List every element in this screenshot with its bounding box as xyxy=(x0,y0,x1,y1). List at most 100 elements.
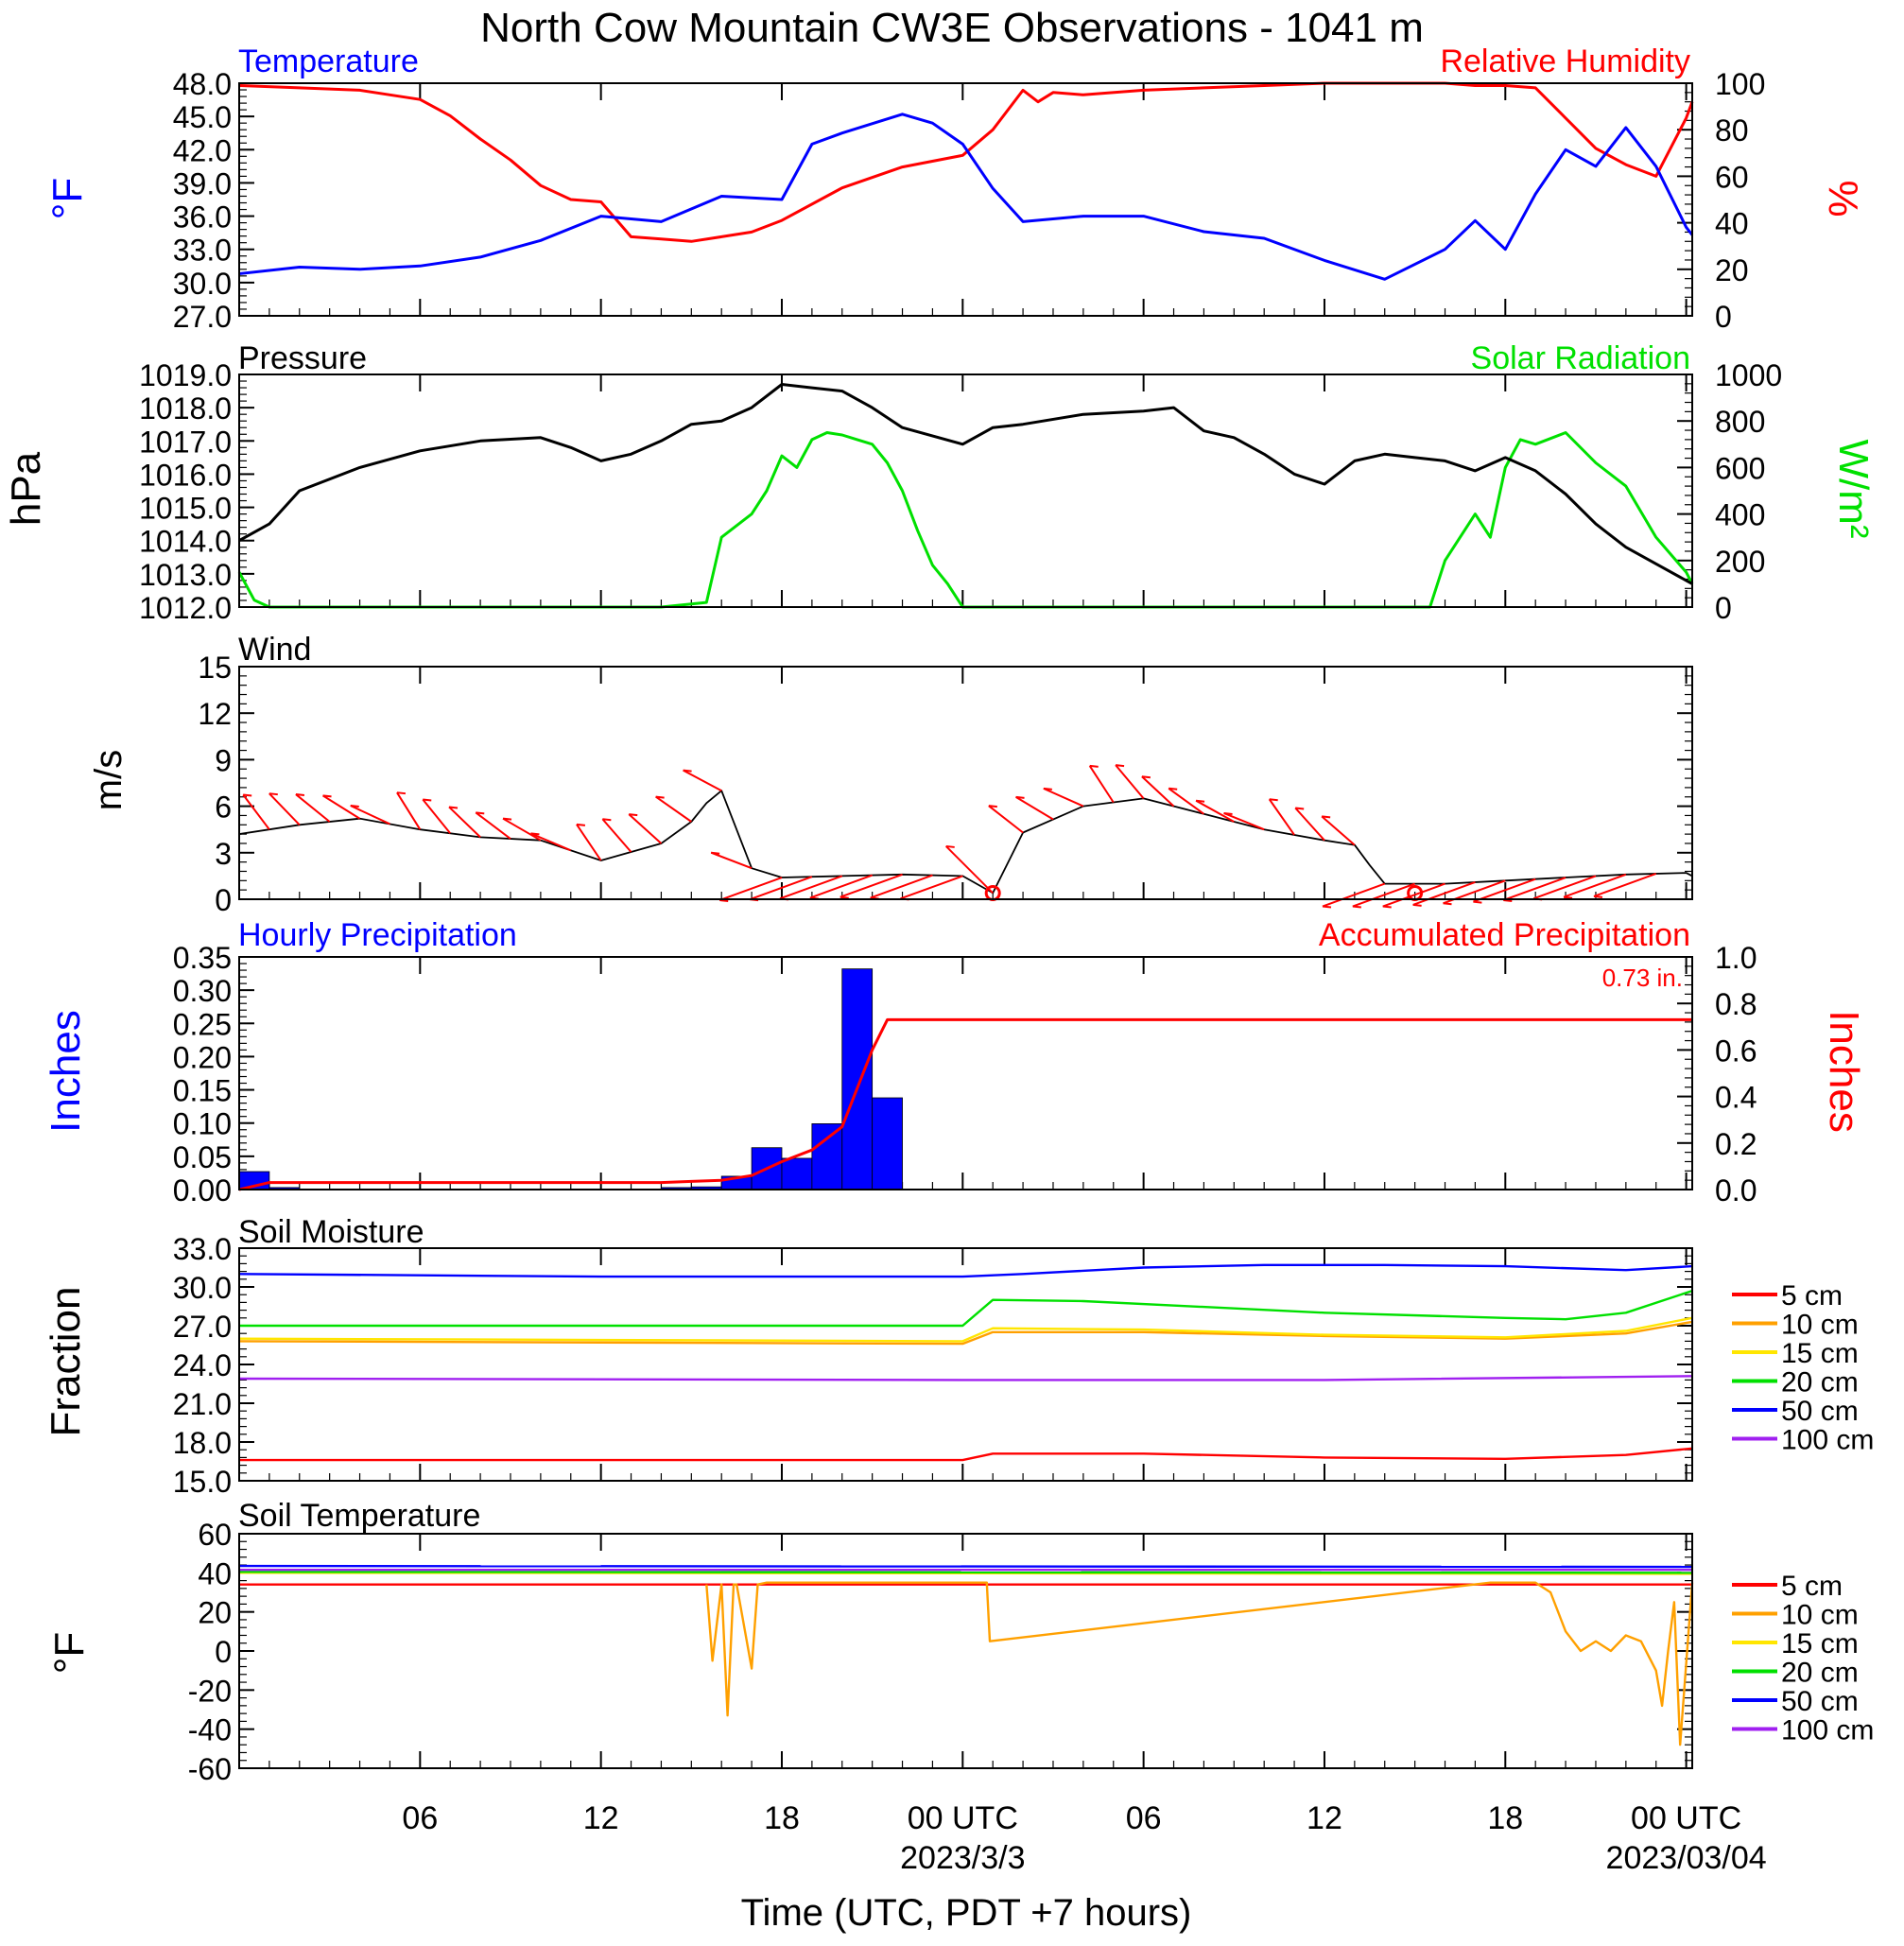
y-right-tick-label: 1.0 xyxy=(1715,941,1757,975)
soil-moisture-line xyxy=(239,1447,1693,1462)
pressure-title: Pressure xyxy=(238,340,367,376)
y-tick-label: 45.0 xyxy=(173,100,232,134)
wind-barb-flag xyxy=(243,793,252,797)
solar-unit: W/m² xyxy=(1830,439,1877,538)
y-tick-label: 15 xyxy=(198,651,232,685)
wind-barb xyxy=(530,832,572,852)
soil-temperature-panel: Soil Temperature °F 60 40 20 0 -20 -40 -60 xyxy=(46,1498,1694,1786)
x-tick-label: 06 xyxy=(402,1800,438,1836)
y-tick-label: 24.0 xyxy=(173,1348,232,1382)
y-right-tick-label: 60 xyxy=(1715,160,1749,194)
legend-label: 50 cm xyxy=(1781,1686,1859,1717)
wind-barb-flag xyxy=(629,813,638,817)
wind-barb xyxy=(683,769,722,792)
y-tick-label: 30.0 xyxy=(173,267,232,301)
y-tick-label: 1017.0 xyxy=(139,425,232,459)
y-tick-label: 27.0 xyxy=(173,300,232,334)
wind-barb xyxy=(1043,787,1084,808)
soil-temperature-title: Soil Temperature xyxy=(238,1498,480,1534)
wind-barb-flag xyxy=(1352,905,1361,909)
y-tick-label: 6 xyxy=(215,791,232,825)
precipitation-panel: Hourly Precipitation Accumulated Precipi… xyxy=(43,917,1867,1208)
y-tick-label: 42.0 xyxy=(173,133,232,167)
wind-barb-flag xyxy=(945,844,955,848)
soil-moisture-title: Soil Moisture xyxy=(238,1214,424,1250)
wind-barb xyxy=(576,824,602,861)
wind-barb xyxy=(809,874,873,899)
y-right-tick-label: 40 xyxy=(1715,207,1749,241)
y-tick-label: 1019.0 xyxy=(139,358,232,392)
wind-barb-flag xyxy=(719,898,729,902)
solar-title: Solar Radiation xyxy=(1471,340,1690,376)
wind-barb xyxy=(1352,882,1415,908)
rh-unit: % xyxy=(1820,180,1866,217)
wind-barb xyxy=(1593,873,1657,897)
accum-precip-line xyxy=(238,1017,1692,1191)
precip-bar xyxy=(872,1097,903,1190)
wind-barb-flag xyxy=(1412,903,1422,907)
wind-barb-flag xyxy=(1593,895,1603,898)
y-tick-label: -60 xyxy=(188,1752,232,1786)
x-tick-label: 18 xyxy=(1487,1800,1523,1836)
legend-label: 10 cm xyxy=(1781,1310,1859,1341)
wind-barb xyxy=(322,794,361,820)
precip-bar xyxy=(781,1157,813,1190)
y-tick-label: 18.0 xyxy=(173,1426,232,1460)
chart-title: North Cow Mountain CW3E Observations - 1… xyxy=(480,5,1424,51)
y-tick-label: 0.15 xyxy=(173,1074,232,1108)
wind-barb xyxy=(718,877,783,901)
y-tick-label: 0.30 xyxy=(173,974,232,1008)
wind-barb xyxy=(242,793,270,830)
wind-barb xyxy=(839,873,903,898)
y-tick-label: 9 xyxy=(215,743,232,777)
soil-temperature-line xyxy=(705,1581,1694,1746)
soil-moisture-line xyxy=(238,1263,1693,1278)
wind-barb xyxy=(268,792,301,825)
wind-barb xyxy=(502,817,542,842)
wind-barb xyxy=(1412,881,1476,906)
temperature-unit: °F xyxy=(44,178,91,219)
wind-panel: Wind m/s 15 12 9 6 3 0 xyxy=(88,632,1693,917)
pressure-panel: Pressure Solar Radiation hPa W/m² 1019.0… xyxy=(3,340,1877,625)
wind-barb-flag xyxy=(839,895,849,899)
x-date-label: 2023/03/04 xyxy=(1606,1840,1767,1876)
wind-barb xyxy=(1322,882,1386,908)
legend-label: 5 cm xyxy=(1781,1280,1843,1312)
wind-barb-flag xyxy=(448,806,459,809)
panel-frame xyxy=(238,956,1693,1190)
panel-frame xyxy=(238,374,1693,608)
precip-bar xyxy=(811,1123,843,1190)
y-tick-label: 30.0 xyxy=(173,1271,232,1305)
y-right-tick-label: 0 xyxy=(1715,300,1732,334)
y-right-tick-label: 0 xyxy=(1715,591,1732,625)
y-tick-label: 1012.0 xyxy=(139,591,232,625)
wind-barb xyxy=(1223,812,1265,831)
y-tick-label: 0 xyxy=(215,1635,232,1669)
soil-moisture-line xyxy=(238,1320,1693,1346)
wind-barb-flag xyxy=(1443,902,1452,906)
wind-barb xyxy=(1321,815,1356,846)
wind-barb-flag xyxy=(1269,798,1278,802)
x-axis-label: Time (UTC, PDT +7 hours) xyxy=(741,1892,1192,1934)
wind-barb-flag xyxy=(1043,787,1052,791)
soil-moisture-line xyxy=(238,1316,1693,1343)
x-tick-label: 00 UTC xyxy=(908,1800,1018,1836)
wind-barb-flag xyxy=(602,818,612,822)
wind-barb-flag xyxy=(1141,775,1151,779)
y-right-tick-label: 800 xyxy=(1715,405,1765,439)
y-tick-label: 12 xyxy=(198,697,232,731)
wind-barb xyxy=(1088,765,1115,804)
soil-temperature-line xyxy=(238,1564,1693,1569)
wind-barb-flag xyxy=(476,811,485,815)
x-date-label: 2023/3/3 xyxy=(900,1840,1025,1876)
y-tick-label: 27.0 xyxy=(173,1310,232,1344)
x-tick-label: 18 xyxy=(764,1800,800,1836)
wind-barb xyxy=(900,875,963,900)
wind-barb-flag xyxy=(1115,764,1125,768)
wind-barb xyxy=(1141,775,1175,808)
wind-barb xyxy=(1473,877,1536,903)
y-right-tick-label: 600 xyxy=(1715,451,1765,485)
y-tick-label: 0 xyxy=(215,883,232,917)
